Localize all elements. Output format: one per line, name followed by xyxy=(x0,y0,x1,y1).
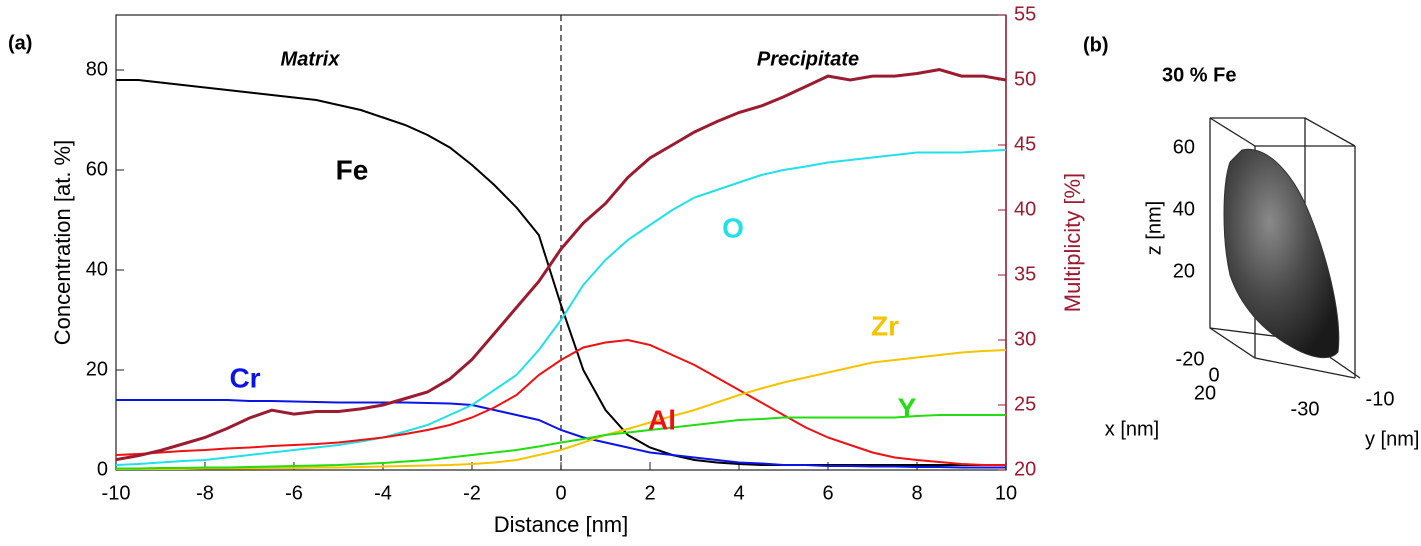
x-tick-label: 0 xyxy=(555,482,566,504)
y2-tick-label: 55 xyxy=(1014,3,1036,25)
x-tick-label: 4 xyxy=(733,482,744,504)
x-axis-label: x [nm] xyxy=(1105,418,1159,440)
x-tick-label: -4 xyxy=(374,482,392,504)
series-line xyxy=(116,414,1006,470)
annotation: Precipitate xyxy=(757,48,859,70)
y2-tick-label: 50 xyxy=(1014,68,1036,90)
precipitate-render xyxy=(1223,148,1340,359)
x-tick-label: 2 xyxy=(644,482,655,504)
x-tick-label: 6 xyxy=(822,482,833,504)
y-tick-label: -30 xyxy=(1291,398,1320,420)
y2-tick-label: 35 xyxy=(1014,263,1036,285)
z-axis-label: z [nm] xyxy=(1143,201,1165,255)
y-tick-label: 0 xyxy=(97,458,108,480)
y-axis-label: y [nm] xyxy=(1365,428,1419,450)
y-tick-label: 20 xyxy=(86,358,108,380)
z-tick-label: 20 xyxy=(1173,260,1195,282)
y-axis-label: Concentration [at. %] xyxy=(50,140,75,345)
z-tick-label: 40 xyxy=(1173,198,1195,220)
x-tick-label: 8 xyxy=(911,482,922,504)
annotation: Matrix xyxy=(281,48,341,70)
x-tick-label: 0 xyxy=(1208,364,1219,386)
series-line xyxy=(116,349,1007,470)
x-tick-label: 10 xyxy=(995,482,1017,504)
series-label: Al xyxy=(648,404,676,435)
x-tick-label: -6 xyxy=(285,482,303,504)
panel-title: 30 % Fe xyxy=(1162,64,1236,86)
y-tick-label: 80 xyxy=(86,58,108,80)
x-tick-label: -10 xyxy=(102,482,131,504)
y2-tick-label: 30 xyxy=(1014,328,1036,350)
series-line xyxy=(116,399,1006,469)
y2-axis-label: Multiplicity [%] xyxy=(1060,173,1085,312)
x-tick-label: 20 xyxy=(1194,382,1216,404)
series-line xyxy=(116,79,1006,466)
panel-label: (b) xyxy=(1083,34,1109,56)
series-label: Y xyxy=(898,392,917,423)
x-tick-label: -2 xyxy=(463,482,481,504)
y-tick-label: 60 xyxy=(86,158,108,180)
series-line xyxy=(115,149,1007,466)
series-label: Cr xyxy=(229,362,260,393)
z-tick-label: 60 xyxy=(1173,136,1195,158)
y2-tick-label: 20 xyxy=(1014,458,1036,480)
y-tick-label: -10 xyxy=(1366,388,1395,410)
series-line xyxy=(115,338,1006,466)
x-tick-label: -8 xyxy=(196,482,214,504)
x-axis-label: Distance [nm] xyxy=(494,512,629,537)
y2-tick-label: 40 xyxy=(1014,198,1036,220)
y2-tick-label: 45 xyxy=(1014,133,1036,155)
x-tick-label: -20 xyxy=(1176,348,1205,370)
series-line xyxy=(115,68,1007,462)
series-label: Fe xyxy=(336,154,369,185)
panel-label: (a) xyxy=(8,32,32,54)
y2-tick-label: 25 xyxy=(1014,393,1036,415)
series-label: O xyxy=(722,212,744,243)
y-tick-label: 40 xyxy=(86,258,108,280)
series-label: Zr xyxy=(871,310,899,341)
